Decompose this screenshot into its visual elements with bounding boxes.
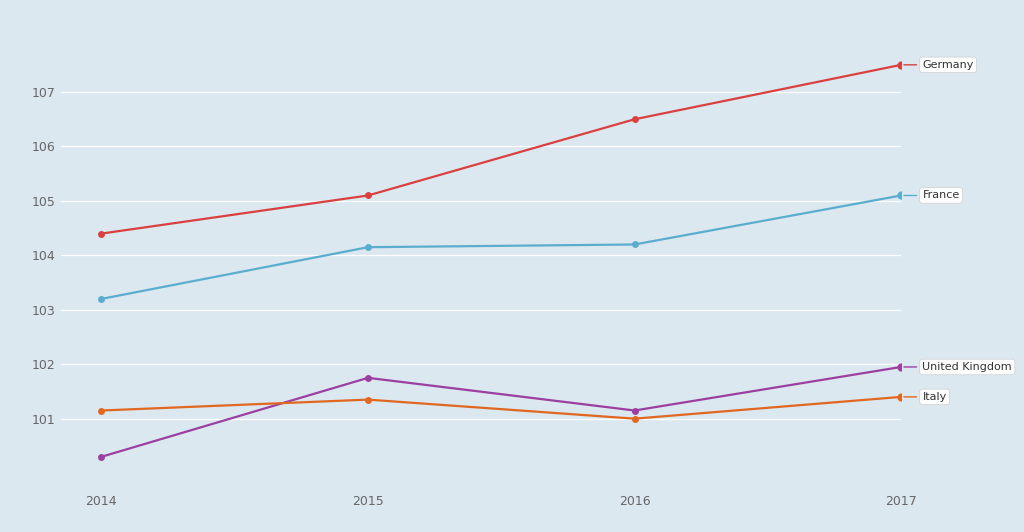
Point — [93, 406, 110, 415]
Text: Italy: Italy — [904, 392, 947, 402]
Point — [893, 393, 909, 401]
Point — [627, 406, 643, 415]
Text: Germany: Germany — [904, 60, 974, 70]
Point — [359, 395, 376, 404]
Point — [93, 295, 110, 303]
Text: France: France — [904, 190, 959, 201]
Point — [359, 373, 376, 382]
Text: United Kingdom: United Kingdom — [904, 362, 1012, 372]
Point — [893, 393, 909, 401]
Point — [893, 61, 909, 69]
Point — [627, 240, 643, 249]
Point — [893, 191, 909, 200]
Point — [893, 363, 909, 371]
Point — [627, 414, 643, 423]
Point — [893, 191, 909, 200]
Point — [893, 363, 909, 371]
Point — [627, 115, 643, 123]
Point — [359, 243, 376, 252]
Point — [893, 61, 909, 69]
Point — [359, 191, 376, 200]
Point — [93, 229, 110, 238]
Point — [93, 453, 110, 461]
